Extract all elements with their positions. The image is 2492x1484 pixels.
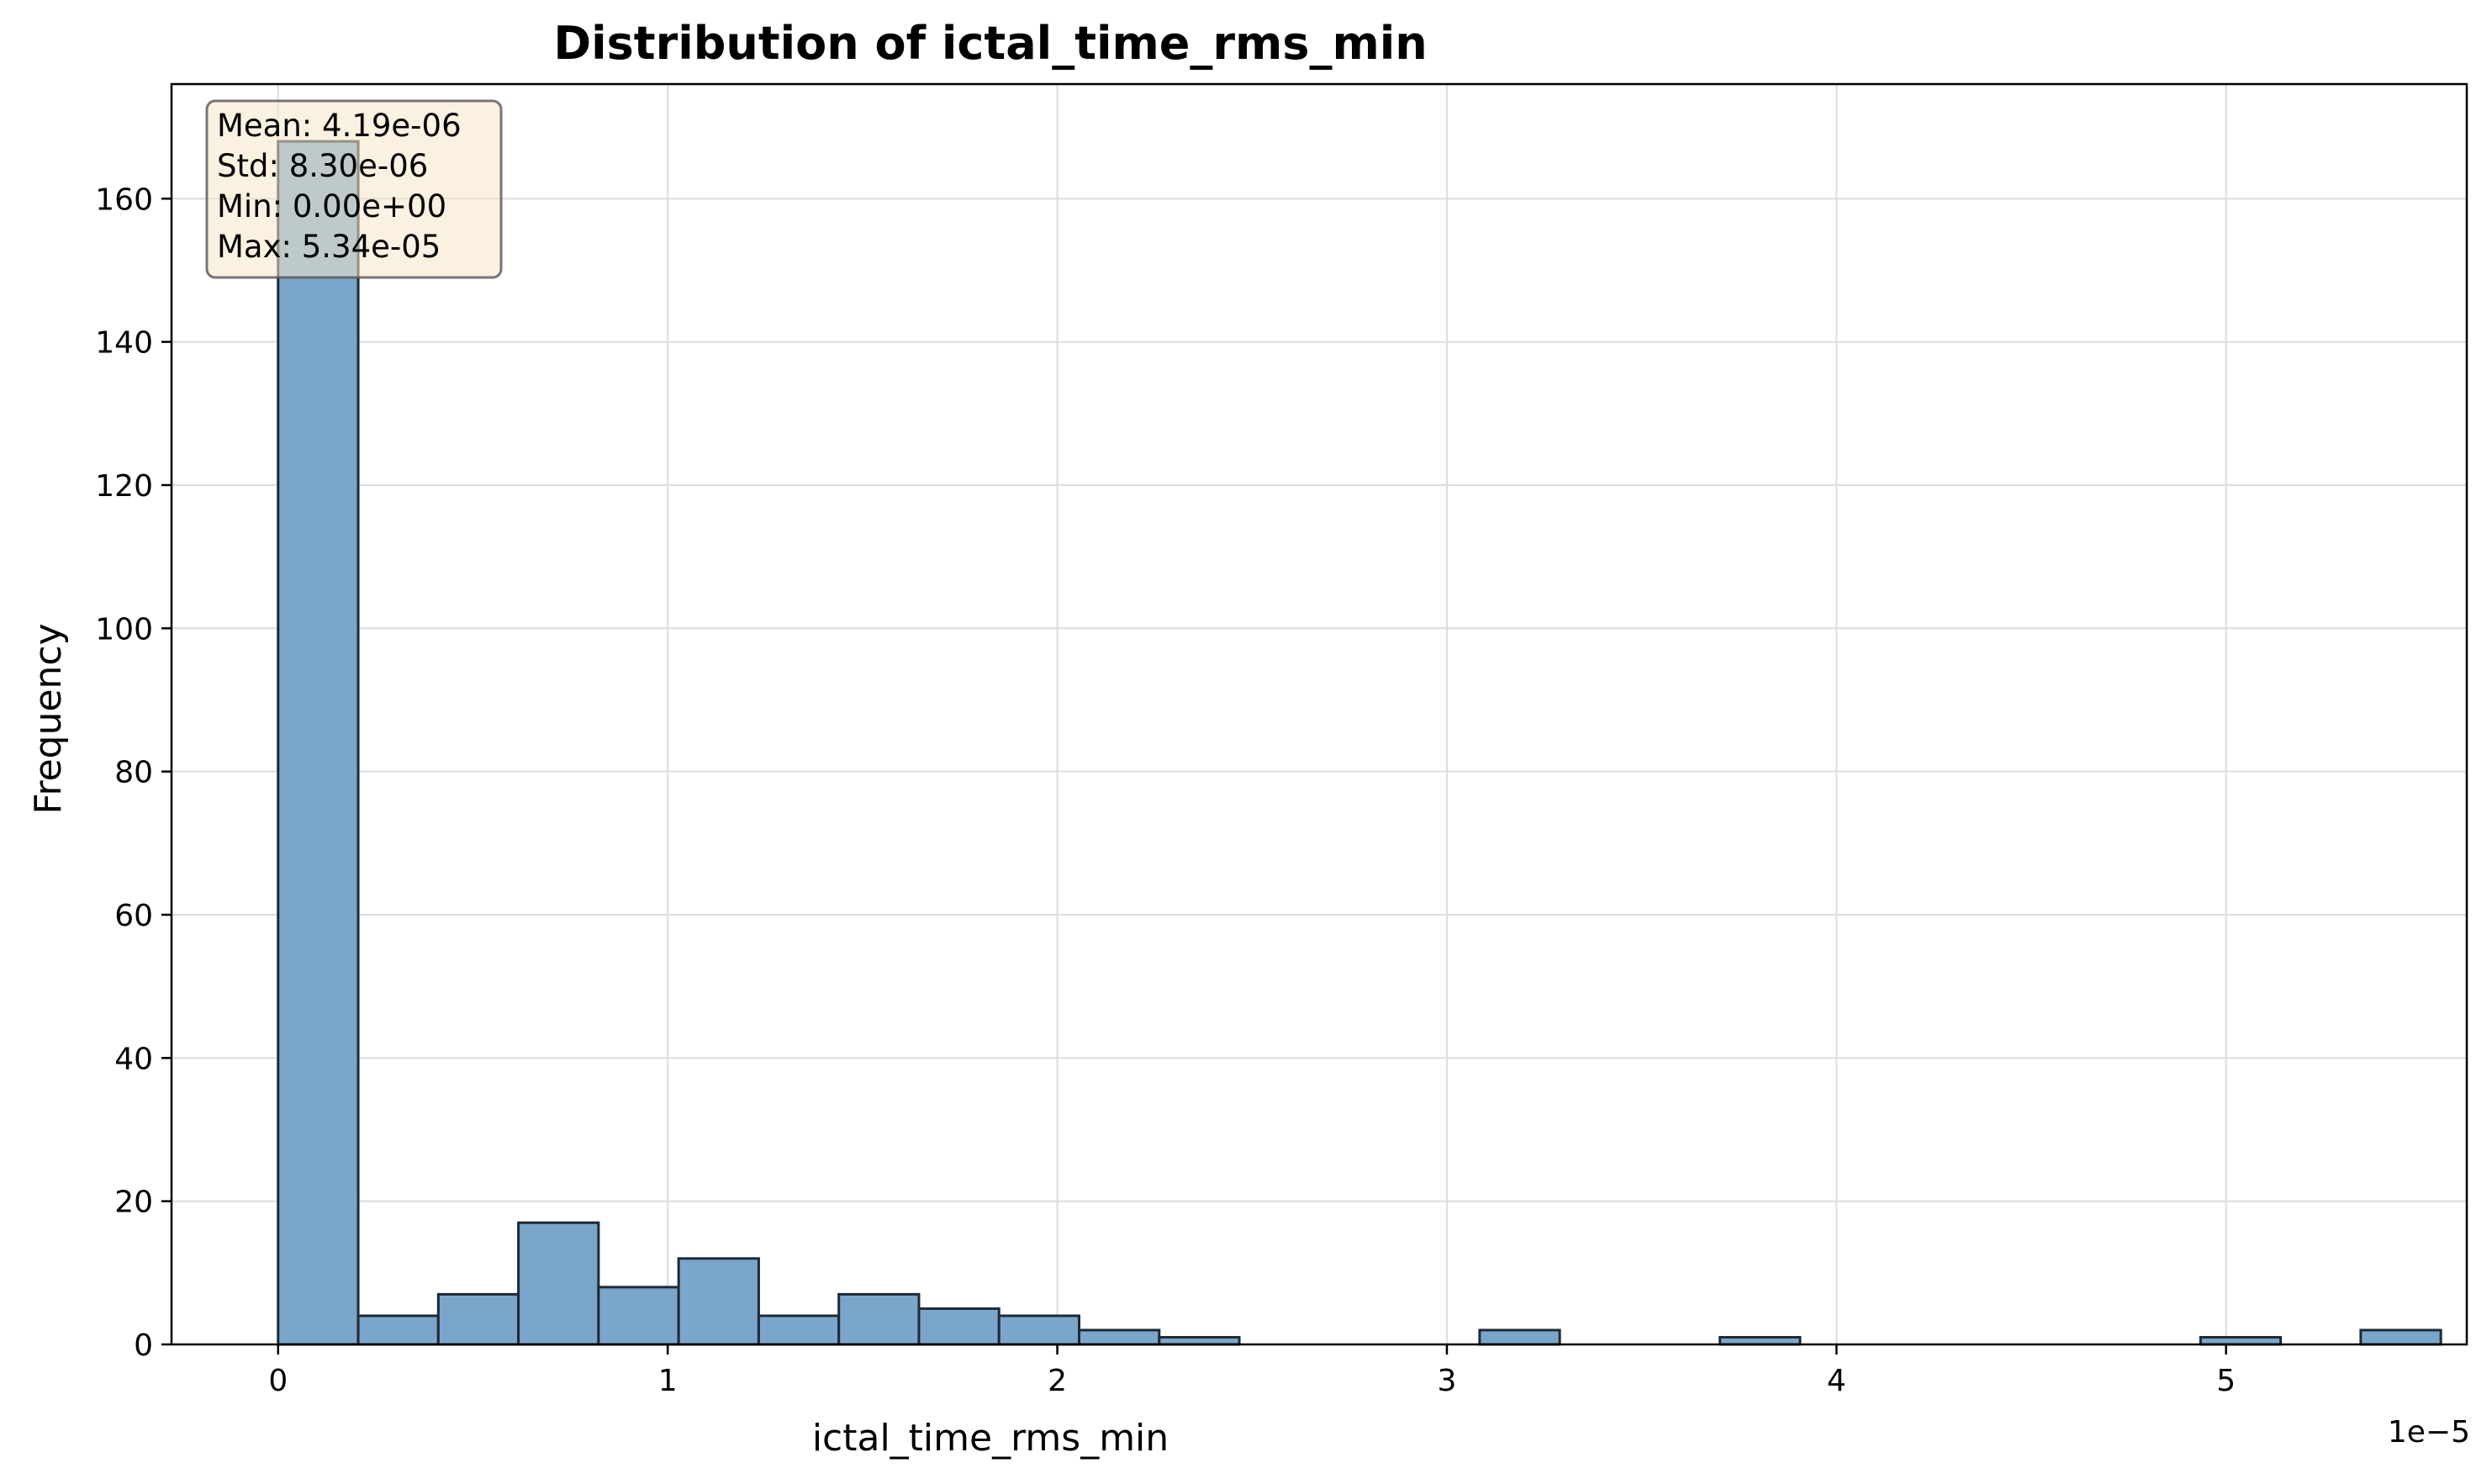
y-tick-label: 120 [95,469,153,504]
y-tick-label: 20 [114,1186,153,1220]
histogram-bar [677,1257,760,1346]
y-tick-label: 80 [114,756,153,790]
histogram-bar [436,1292,520,1346]
plot-frame [170,82,2468,1346]
x-tick-label: 3 [1437,1364,1456,1398]
y-tick-label: 0 [134,1328,153,1363]
x-axis-ticks: 0 1 2 3 4 5 [268,1344,2236,1398]
x-tick-label: 1 [658,1364,678,1398]
histogram-bar [837,1292,921,1346]
y-tick-label: 140 [95,326,153,361]
stats-min: Min: 0.00e+00 [217,188,446,224]
histogram-bar [356,1314,440,1346]
stats-box-background [205,99,503,279]
y-tick-label: 60 [114,899,153,933]
y-axis-label: Frequency [27,623,70,814]
histogram-bar [517,1221,600,1346]
histogram-bar [1158,1335,1241,1346]
y-tick-label: 100 [95,612,153,647]
y-tick-label: 160 [95,182,153,217]
x-tick-label: 0 [268,1364,288,1398]
x-tick-label: 4 [1827,1364,1846,1398]
histogram-bar [2359,1328,2442,1346]
stats-box: Mean: 4.19e-06 Std: 8.30e-06 Min: 0.00e+… [205,99,503,279]
histogram-bar [1478,1328,1561,1346]
histogram-bar [1078,1328,1161,1346]
stats-mean: Mean: 4.19e-06 [217,108,462,144]
x-tick-label: 5 [2216,1364,2236,1398]
stats-max: Max: 5.34e-05 [217,229,441,265]
grid-lines [172,84,2467,1345]
histogram-bar [277,140,360,1346]
histogram-bar [597,1286,680,1346]
histogram-bar [917,1307,1000,1346]
x-axis-label: ictal_time_rms_min [812,1417,1169,1460]
x-axis-offset-label: 1e−5 [2388,1415,2470,1450]
histogram-bar [997,1314,1081,1346]
chart-title: Distribution of ictal_time_rms_min [553,17,1427,70]
stats-std: Std: 8.30e-06 [217,148,428,184]
histogram-bar [2199,1335,2283,1346]
histogram-bar [757,1314,841,1346]
x-tick-label: 2 [1048,1364,1067,1398]
histogram-bar [1719,1335,1802,1346]
y-tick-label: 40 [114,1042,153,1076]
y-axis-ticks: 0 20 40 60 80 100 120 140 160 [95,182,172,1363]
